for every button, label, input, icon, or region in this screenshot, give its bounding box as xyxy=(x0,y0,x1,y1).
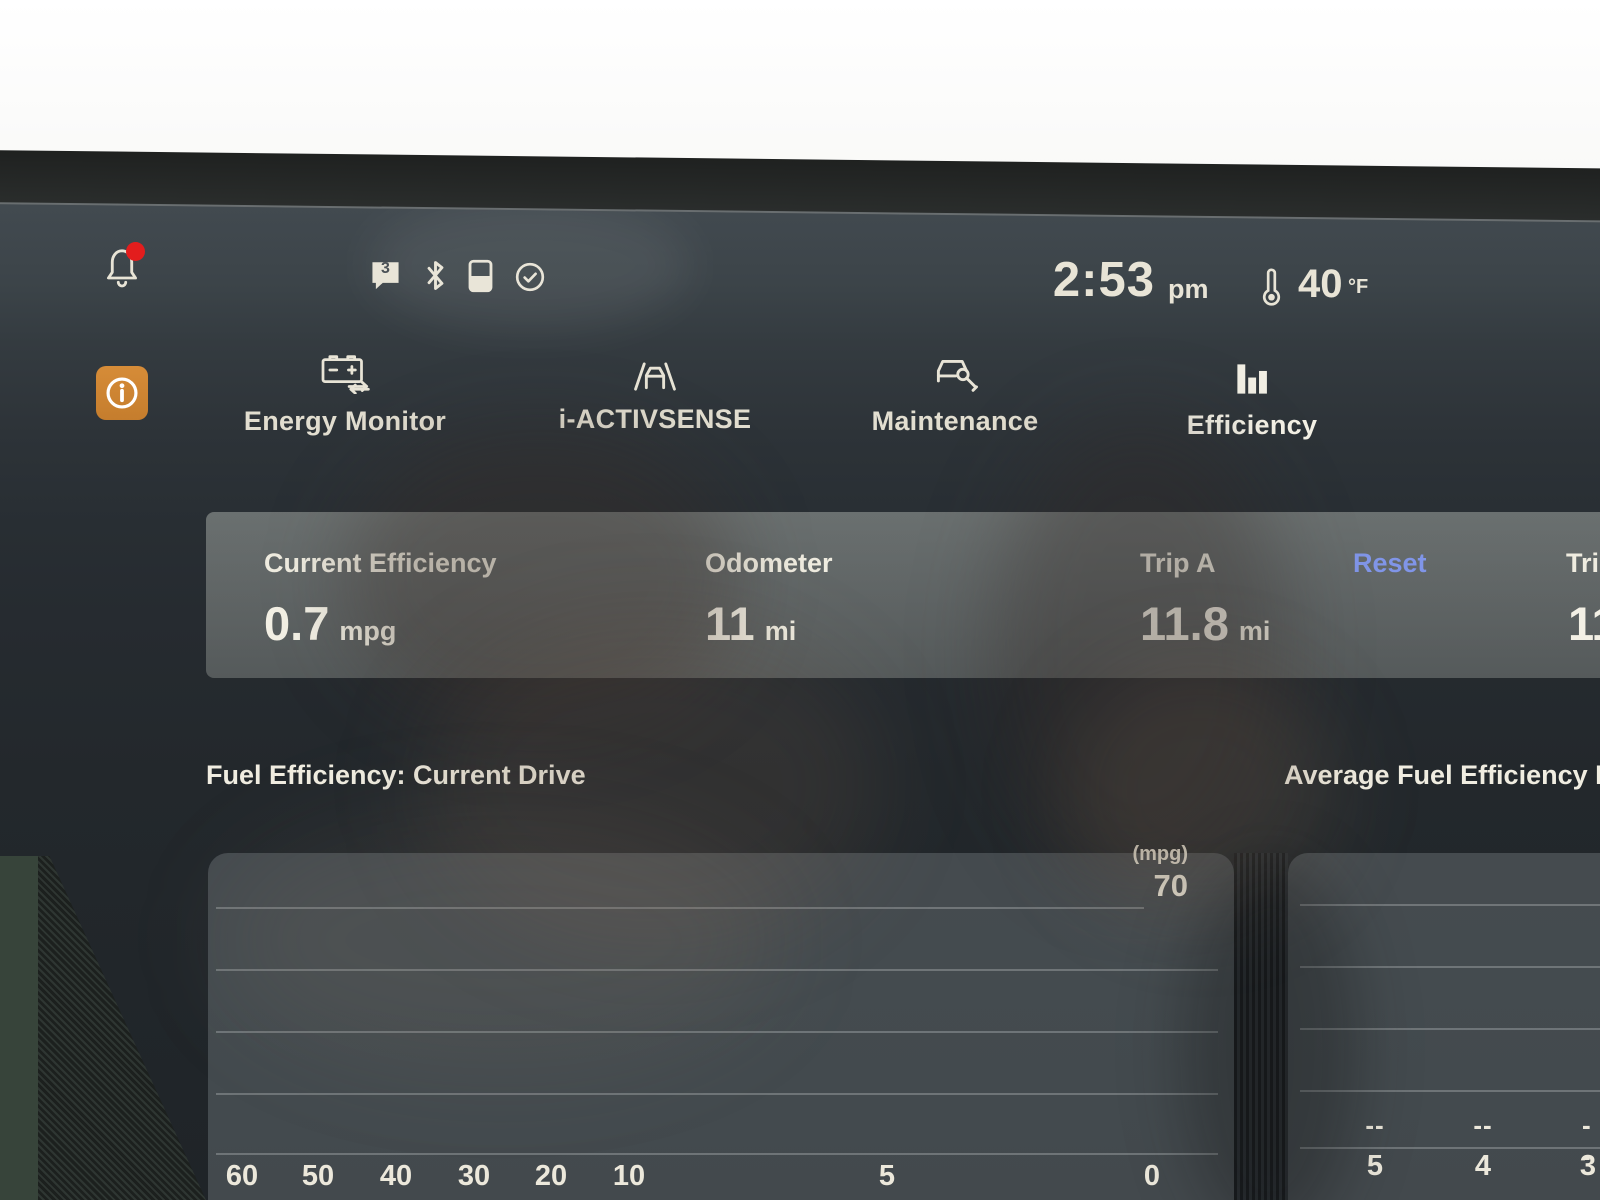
clock-time: 2:53 xyxy=(1052,253,1155,307)
odometer-unit: mi xyxy=(764,616,797,646)
history-chart xyxy=(1288,853,1600,1200)
trip-a-reset-button[interactable]: Reset xyxy=(1353,548,1427,578)
battery-energy-icon xyxy=(321,355,370,395)
trip-a-label: Trip A xyxy=(1140,548,1216,578)
bar-chart-icon xyxy=(1237,364,1267,394)
gridline xyxy=(216,969,1218,971)
tab-label: Efficiency xyxy=(1186,410,1318,440)
trip-a-unit: mi xyxy=(1238,616,1271,646)
message-icon xyxy=(372,262,399,290)
x-tick: 10 xyxy=(612,1160,646,1192)
x-tick: 0 xyxy=(1143,1160,1161,1192)
odometer-label: Odometer xyxy=(705,548,833,578)
tab-efficiency[interactable]: Efficiency xyxy=(1132,360,1372,441)
gridline xyxy=(1300,1028,1600,1030)
x-tick: 20 xyxy=(534,1160,568,1192)
current-drive-section-title: Fuel Efficiency: Current Drive xyxy=(206,760,586,790)
message-count: 3 xyxy=(381,260,390,277)
history-category: 4 xyxy=(1474,1150,1492,1182)
tab-label: Maintenance xyxy=(871,406,1039,436)
temperature-indicator xyxy=(1262,266,1281,312)
current-efficiency-unit: mpg xyxy=(339,616,397,646)
notification-badge xyxy=(126,242,145,261)
tab-label: Energy Monitor xyxy=(243,406,447,436)
temperature-unit: °F xyxy=(1348,276,1369,298)
y-axis-top-tick: 70 xyxy=(1153,868,1188,903)
tab-i-activsense[interactable]: i-ACTIVSENSE xyxy=(535,356,775,435)
trip-summary-panel: Current Efficiency 0.7 mpg Odometer 11 m… xyxy=(206,512,1600,678)
status-check-indicator xyxy=(514,261,546,298)
odometer-value-group: 11 mi xyxy=(705,596,796,651)
car-wrench-icon xyxy=(936,360,978,392)
x-tick: 60 xyxy=(225,1160,259,1192)
tab-maintenance[interactable]: Maintenance xyxy=(835,352,1075,437)
temperature-value: 40 xyxy=(1298,262,1343,306)
gridline xyxy=(216,907,1144,909)
x-tick: 50 xyxy=(301,1160,335,1192)
trip-b-label-clipped: Tri xyxy=(1566,548,1600,578)
current-efficiency-value: 0.7 xyxy=(264,597,330,650)
bluetooth-icon xyxy=(427,261,444,290)
no-data-marker: -- xyxy=(1473,1110,1493,1140)
trip-a-value-group: 11.8 mi xyxy=(1140,596,1270,651)
clock-period: pm xyxy=(1168,274,1209,304)
chart-gap xyxy=(1234,853,1288,1200)
info-button[interactable] xyxy=(96,366,148,420)
notifications-bell[interactable] xyxy=(102,242,145,297)
no-data-marker: -- xyxy=(1365,1110,1385,1140)
gridline xyxy=(1300,904,1600,906)
x-tick: 5 xyxy=(878,1160,896,1192)
trip-a-value: 11.8 xyxy=(1140,597,1229,650)
gridline xyxy=(216,1153,1218,1155)
check-circle-icon xyxy=(515,262,545,292)
info-icon xyxy=(106,377,138,409)
bluetooth-indicator xyxy=(424,258,447,298)
y-axis-unit-label: (mpg) xyxy=(1132,843,1188,865)
device-icon xyxy=(468,259,493,293)
x-tick: 30 xyxy=(457,1160,491,1192)
device-indicator xyxy=(466,259,495,298)
history-category: 3 xyxy=(1579,1150,1597,1182)
history-category: 5 xyxy=(1366,1150,1384,1182)
gridline xyxy=(1300,966,1600,968)
current-drive-chart xyxy=(208,853,1234,1200)
messages-indicator[interactable]: 3 xyxy=(369,258,402,294)
odometer-value: 11 xyxy=(705,597,755,650)
thermometer-icon xyxy=(1262,268,1281,306)
tab-label: i-ACTIVSENSE xyxy=(558,404,752,434)
history-section-title: Average Fuel Efficiency H xyxy=(1284,760,1600,790)
gridline xyxy=(216,1031,1218,1033)
trip-b-value-clipped: 11 xyxy=(1568,597,1600,650)
gridline xyxy=(216,1093,1218,1095)
no-data-marker: -- xyxy=(1582,1110,1592,1171)
tab-energy-monitor[interactable]: Energy Monitor xyxy=(225,350,465,437)
gridline xyxy=(1300,1090,1600,1092)
current-efficiency-label: Current Efficiency xyxy=(264,548,497,578)
x-tick: 40 xyxy=(379,1160,413,1192)
infotainment-screen xyxy=(0,192,1600,1200)
current-efficiency-value-group: 0.7 mpg xyxy=(264,596,396,651)
car-lane-icon xyxy=(634,362,676,391)
gridline xyxy=(1300,1147,1600,1149)
